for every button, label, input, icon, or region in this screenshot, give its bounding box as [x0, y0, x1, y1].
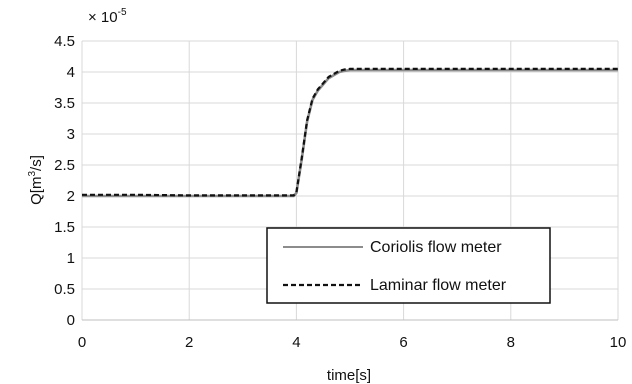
- x-tick-label: 6: [399, 334, 407, 351]
- y-tick-label: 4.5: [54, 33, 75, 50]
- y-axis-label-tail: /s]: [28, 155, 45, 171]
- y-tick-label: 0: [67, 312, 75, 329]
- y-tick-label: 2: [67, 188, 75, 205]
- y-tick-label: 1: [67, 250, 75, 267]
- legend-label-coriolis: Coriolis flow meter: [370, 239, 502, 256]
- x-tick-labels: 0 2 4 6 8 10: [78, 334, 627, 351]
- x-tick-label: 2: [185, 334, 193, 351]
- y-tick-label: 0.5: [54, 281, 75, 298]
- axis-multiplier: × 10-5: [88, 7, 127, 26]
- y-tick-label: 3: [67, 126, 75, 143]
- series-group: [82, 67, 618, 198]
- x-tick-label: 8: [507, 334, 515, 351]
- legend-box: [266, 227, 551, 304]
- axis-multiplier-exp: -5: [118, 7, 127, 18]
- series-line-laminar: [82, 67, 618, 197]
- legend: Coriolis flow meter Laminar flow meter: [266, 227, 551, 304]
- y-axis-label-sup: 3: [27, 171, 38, 177]
- y-tick-labels: 0 0.5 1 1.5 2 2.5 3 3.5 4 4.5: [54, 33, 75, 329]
- legend-label-laminar: Laminar flow meter: [370, 277, 507, 294]
- x-axis-label: time[s]: [327, 367, 371, 384]
- y-tick-label: 1.5: [54, 219, 75, 236]
- y-axis-label: Q[m3/s]: [27, 155, 45, 205]
- y-tick-label: 2.5: [54, 157, 75, 174]
- x-tick-label: 4: [292, 334, 300, 351]
- series-line-coriolis: [82, 68, 618, 198]
- x-tick-label: 0: [78, 334, 86, 351]
- y-axis-label-base: Q[m: [28, 177, 45, 205]
- x-tick-label: 10: [610, 334, 627, 351]
- axis-multiplier-base: × 10: [88, 9, 118, 26]
- y-tick-label: 3.5: [54, 95, 75, 112]
- y-tick-label: 4: [67, 64, 75, 81]
